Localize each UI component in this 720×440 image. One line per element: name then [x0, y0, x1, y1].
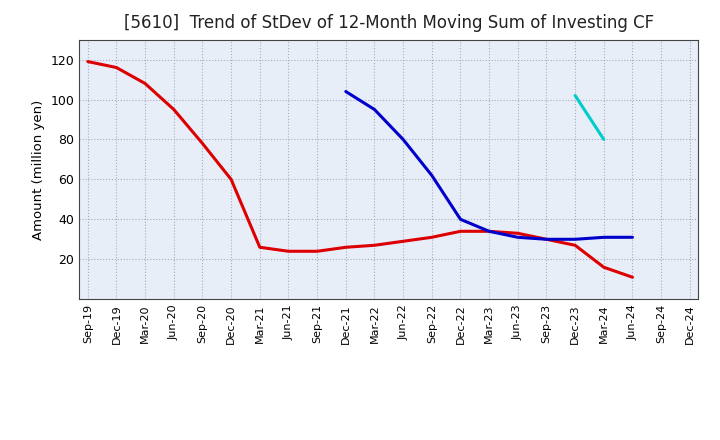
5 Years [513, 235, 522, 240]
3 Years [198, 141, 207, 146]
3 Years [628, 275, 636, 280]
3 Years [485, 229, 493, 234]
5 Years [399, 137, 408, 142]
5 Years [542, 237, 551, 242]
3 Years [227, 177, 235, 182]
5 Years [485, 229, 493, 234]
3 Years [399, 238, 408, 244]
3 Years [256, 245, 264, 250]
3 Years [542, 237, 551, 242]
3 Years [456, 229, 465, 234]
3 Years [428, 235, 436, 240]
3 Years [141, 81, 150, 86]
3 Years [571, 242, 580, 248]
3 Years [312, 249, 321, 254]
5 Years [341, 89, 350, 94]
Line: 3 Years: 3 Years [88, 62, 632, 277]
5 Years [600, 235, 608, 240]
5 Years [628, 235, 636, 240]
3 Years [112, 65, 121, 70]
Line: 7 Years: 7 Years [575, 95, 604, 139]
5 Years [428, 173, 436, 178]
5 Years [370, 107, 379, 112]
3 Years [284, 249, 293, 254]
Title: [5610]  Trend of StDev of 12-Month Moving Sum of Investing CF: [5610] Trend of StDev of 12-Month Moving… [124, 15, 654, 33]
5 Years [571, 237, 580, 242]
3 Years [341, 245, 350, 250]
7 Years [571, 93, 580, 98]
3 Years [600, 264, 608, 270]
3 Years [513, 231, 522, 236]
5 Years [456, 216, 465, 222]
3 Years [169, 107, 178, 112]
3 Years [84, 59, 92, 64]
7 Years [600, 137, 608, 142]
3 Years [370, 242, 379, 248]
Line: 5 Years: 5 Years [346, 92, 632, 239]
Y-axis label: Amount (million yen): Amount (million yen) [32, 99, 45, 239]
